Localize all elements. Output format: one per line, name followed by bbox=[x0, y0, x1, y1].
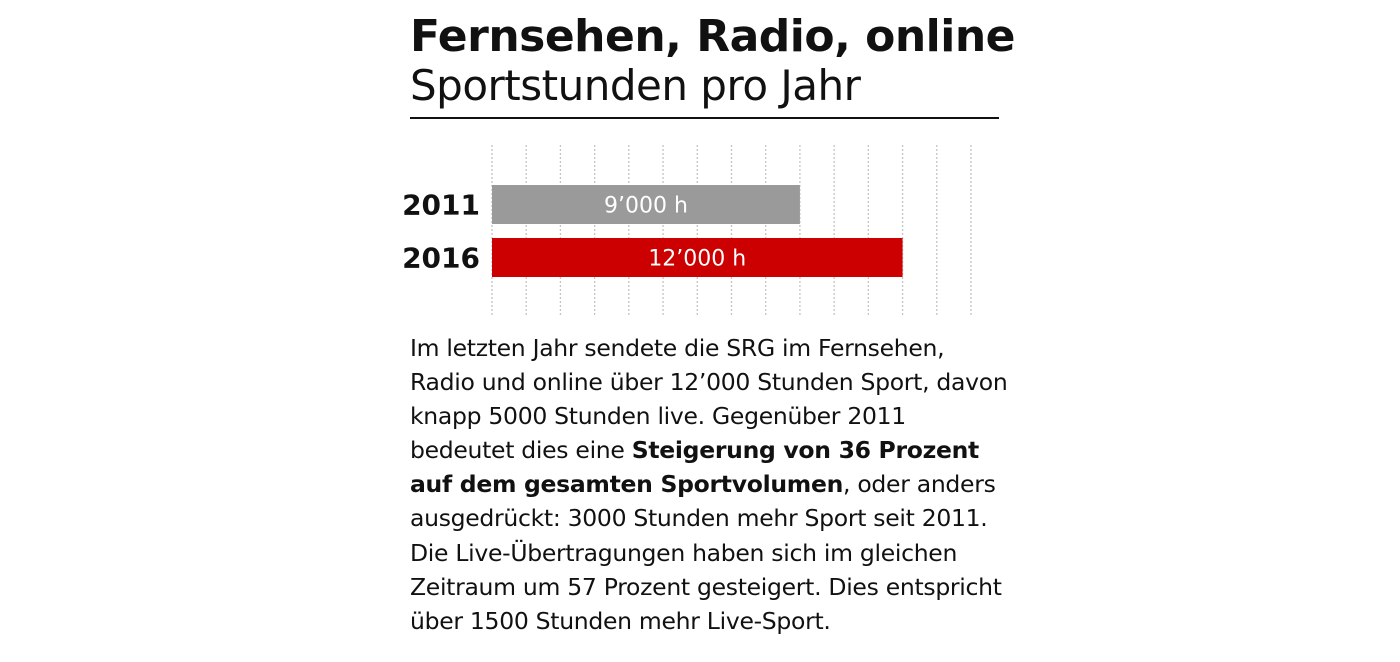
category-label-2011: 2011 bbox=[402, 189, 480, 222]
chart-title: Fernsehen, Radio, online bbox=[410, 11, 1016, 62]
body-highlight: Steigerung von 36 Prozent auf dem gesamt… bbox=[410, 436, 979, 499]
body-paragraph: Im letzten Jahr sendete die SRG im Ferns… bbox=[410, 331, 1010, 638]
title-divider bbox=[410, 117, 999, 119]
body-outro: , oder anders ausgedrückt: 3000 Stunden … bbox=[410, 470, 1002, 635]
bar-2011 bbox=[492, 185, 800, 224]
grid-lines bbox=[491, 145, 972, 315]
data-label-2011: 9’000 h bbox=[604, 194, 688, 219]
data-label-2016: 12’000 h bbox=[648, 247, 746, 272]
chart-subtitle: Sportstunden pro Jahr bbox=[410, 61, 861, 110]
category-label-2016: 2016 bbox=[402, 242, 480, 275]
bars: 2011 9’000 h 2016 12’000 h bbox=[402, 185, 903, 277]
bar-2016 bbox=[492, 238, 903, 277]
body-intro: Im letzten Jahr sendete die SRG im Ferns… bbox=[410, 334, 1008, 465]
bar-chart: 2011 9’000 h 2016 12’000 h bbox=[402, 145, 972, 315]
